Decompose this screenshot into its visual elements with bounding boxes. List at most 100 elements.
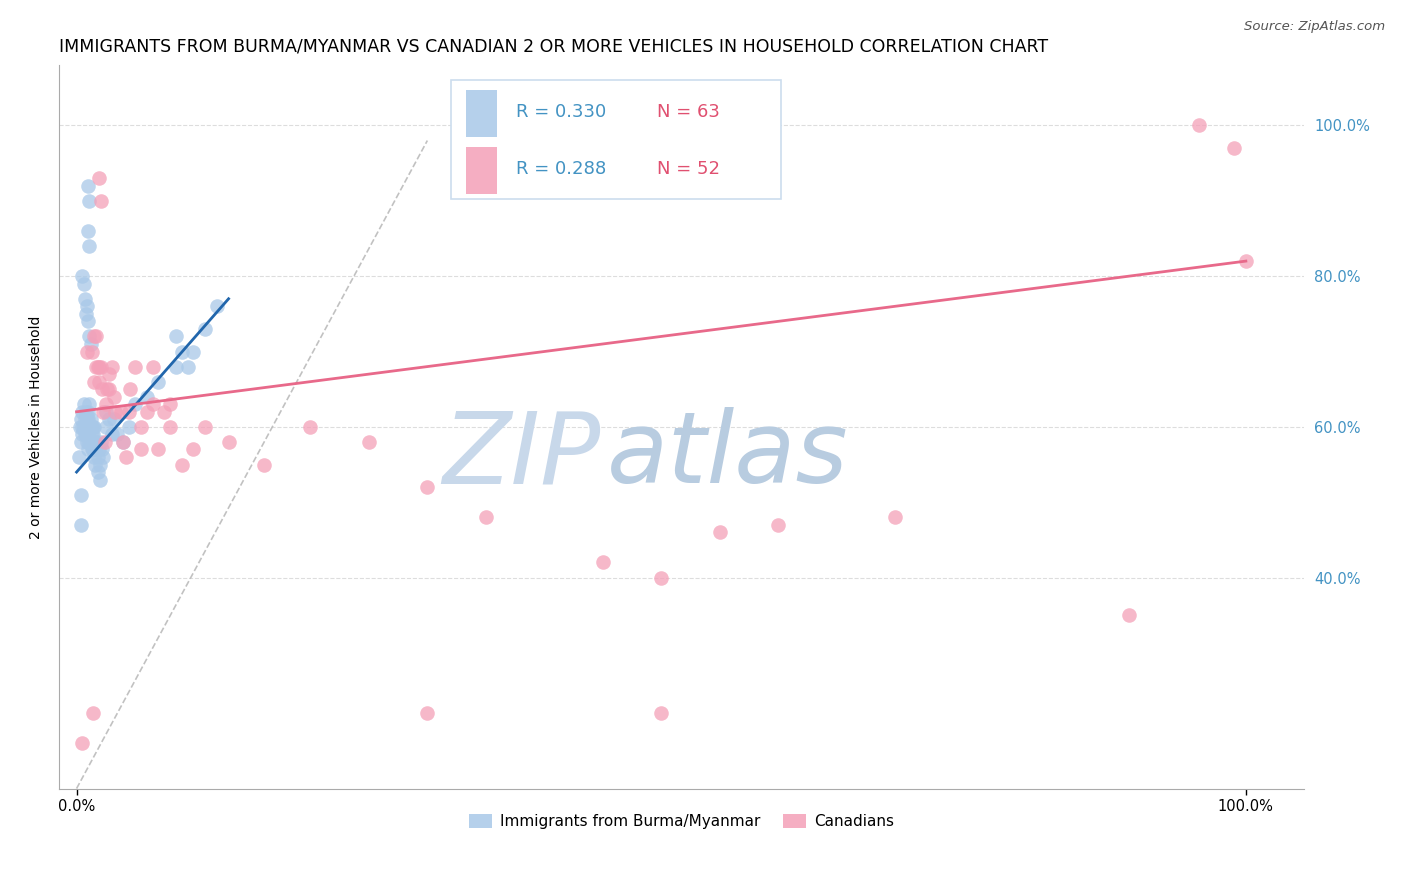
Point xyxy=(83,434,105,449)
Text: Source: ZipAtlas.com: Source: ZipAtlas.com xyxy=(1244,20,1385,33)
Point xyxy=(87,442,110,457)
Point xyxy=(183,344,205,359)
Point xyxy=(82,706,104,721)
Point xyxy=(183,442,205,457)
Point xyxy=(86,465,108,479)
Point xyxy=(79,329,101,343)
Point xyxy=(77,224,100,238)
Point xyxy=(75,427,97,442)
Point xyxy=(98,412,121,426)
Point xyxy=(103,390,125,404)
Point xyxy=(93,434,115,449)
Point xyxy=(79,239,101,253)
Point xyxy=(77,178,100,193)
Point xyxy=(475,510,498,524)
Point xyxy=(124,359,146,374)
Point xyxy=(153,405,176,419)
Point xyxy=(70,412,93,426)
Text: N = 52: N = 52 xyxy=(657,161,720,178)
Point xyxy=(148,442,170,457)
Text: R = 0.288: R = 0.288 xyxy=(516,161,606,178)
Point xyxy=(176,359,198,374)
Point xyxy=(93,405,115,419)
Point xyxy=(72,427,94,442)
Point xyxy=(76,420,98,434)
Point xyxy=(118,405,141,419)
Point xyxy=(205,299,228,313)
Point xyxy=(73,427,96,442)
Point xyxy=(142,359,165,374)
Point xyxy=(194,322,217,336)
Point xyxy=(75,307,97,321)
Point xyxy=(416,706,439,721)
Point xyxy=(70,434,93,449)
Point xyxy=(129,420,152,434)
Point xyxy=(86,450,108,464)
Point xyxy=(84,458,107,472)
Text: ZIP: ZIP xyxy=(443,408,600,504)
Point xyxy=(83,450,105,464)
Point xyxy=(91,382,114,396)
Point xyxy=(67,450,90,464)
Point xyxy=(135,390,157,404)
Point xyxy=(592,556,614,570)
Text: atlas: atlas xyxy=(607,408,849,504)
Point xyxy=(1188,119,1211,133)
Point xyxy=(86,359,108,374)
Point xyxy=(82,420,104,434)
Point xyxy=(76,344,98,359)
Point xyxy=(77,405,100,419)
Point xyxy=(766,517,789,532)
Point xyxy=(165,359,187,374)
FancyBboxPatch shape xyxy=(451,79,782,199)
Point xyxy=(86,359,108,374)
Point xyxy=(114,450,136,464)
Point xyxy=(73,412,96,426)
Point xyxy=(80,420,103,434)
Point xyxy=(112,434,135,449)
Point xyxy=(72,405,94,419)
Point xyxy=(82,427,104,442)
Point xyxy=(69,420,91,434)
Point xyxy=(98,382,121,396)
Point xyxy=(135,405,157,419)
Point xyxy=(76,299,98,313)
Point xyxy=(100,427,122,442)
Point xyxy=(94,397,117,411)
Point xyxy=(77,314,100,328)
Point xyxy=(91,442,114,457)
Text: IMMIGRANTS FROM BURMA/MYANMAR VS CANADIAN 2 OR MORE VEHICLES IN HOUSEHOLD CORREL: IMMIGRANTS FROM BURMA/MYANMAR VS CANADIA… xyxy=(59,37,1047,55)
Point xyxy=(76,412,98,426)
Point xyxy=(79,434,101,449)
Point xyxy=(73,292,96,306)
Point xyxy=(86,434,108,449)
Point xyxy=(103,412,125,426)
Point xyxy=(1223,141,1246,155)
Point xyxy=(96,382,118,396)
Point xyxy=(82,442,104,457)
Point xyxy=(98,367,121,381)
Point xyxy=(218,434,240,449)
Point xyxy=(80,344,103,359)
Point xyxy=(650,706,672,721)
Point xyxy=(142,397,165,411)
Y-axis label: 2 or more Vehicles in Household: 2 or more Vehicles in Household xyxy=(30,315,44,539)
Point xyxy=(170,458,193,472)
Point xyxy=(90,359,112,374)
Point xyxy=(120,382,142,396)
Point xyxy=(72,736,94,750)
Point xyxy=(72,420,94,434)
Point xyxy=(112,434,135,449)
Point xyxy=(72,397,94,411)
Point xyxy=(75,420,97,434)
Point xyxy=(299,420,322,434)
Point xyxy=(148,375,170,389)
Point xyxy=(94,420,117,434)
Point xyxy=(86,329,108,343)
Point xyxy=(79,194,101,208)
Point xyxy=(79,397,101,411)
Point xyxy=(84,442,107,457)
Point xyxy=(94,405,117,419)
Point xyxy=(77,420,100,434)
Point xyxy=(709,525,731,540)
